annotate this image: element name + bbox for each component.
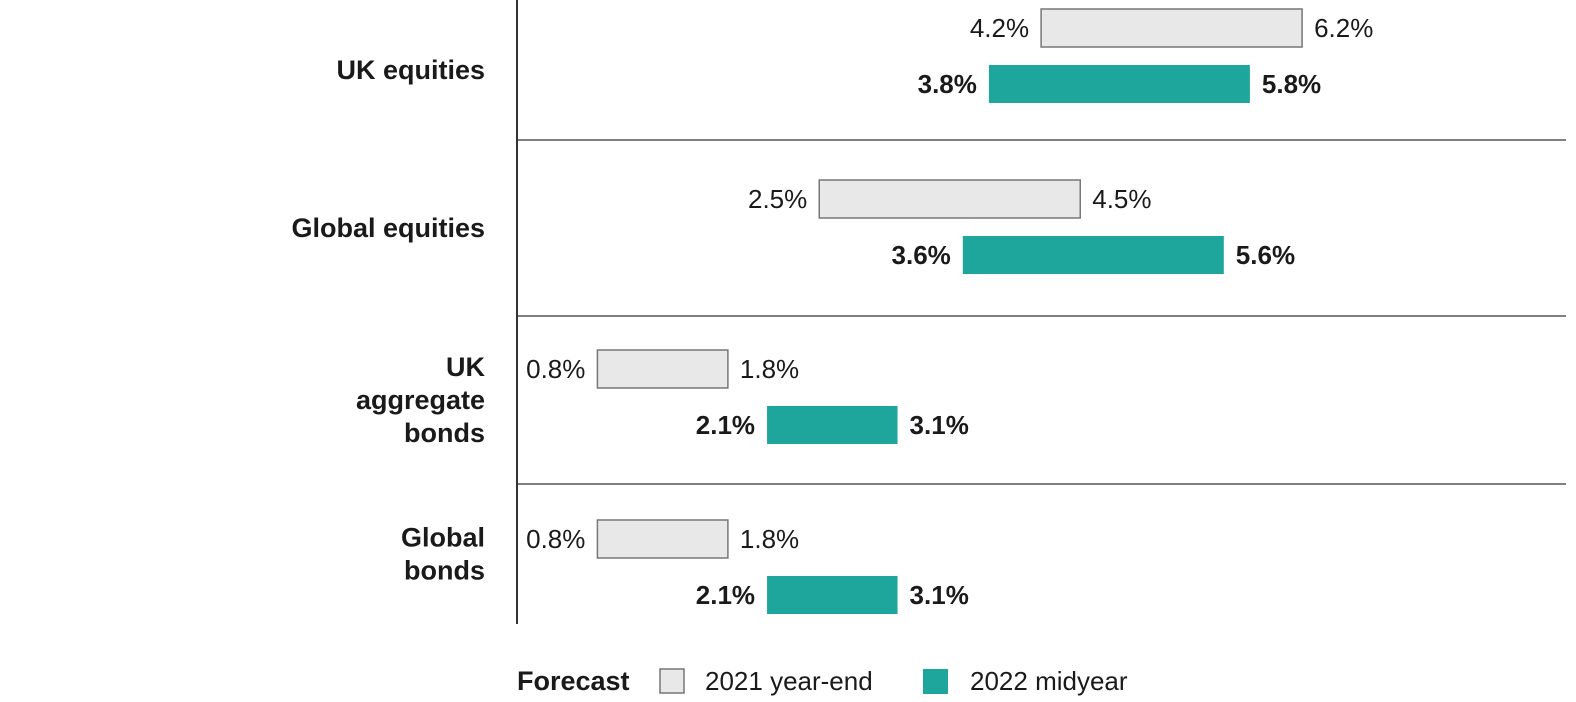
- bar-low-label: 2.1%: [696, 580, 755, 610]
- bar-low-label: 2.5%: [748, 184, 807, 214]
- legend-swatch-2022-midyear: [923, 669, 948, 694]
- bar-low-label: 3.6%: [892, 240, 951, 270]
- bar-2021-year-end: [596, 519, 729, 559]
- bar-low-label: 3.8%: [918, 69, 977, 99]
- bar-high-label: 6.2%: [1314, 13, 1373, 43]
- legend-title: Forecast: [517, 666, 630, 696]
- bar-low-label: 4.2%: [970, 13, 1029, 43]
- bar-high-label: 3.1%: [910, 410, 969, 440]
- bar-high-label: 1.8%: [740, 354, 799, 384]
- bar-high-label: 4.5%: [1092, 184, 1151, 214]
- bar-2021-year-end: [596, 349, 729, 389]
- bar-2021-year-end: [1040, 8, 1303, 48]
- bar-2021-year-end: [818, 179, 1081, 219]
- legend-label-2021-year-end: 2021 year-end: [705, 666, 873, 696]
- legend-swatch-2021-year-end: [659, 668, 685, 694]
- category-label: Global bonds: [401, 523, 485, 586]
- bar-high-label: 3.1%: [910, 580, 969, 610]
- bar-high-label: 1.8%: [740, 524, 799, 554]
- bar-high-label: 5.6%: [1236, 240, 1295, 270]
- bar-2022-midyear: [767, 406, 898, 444]
- bar-2022-midyear: [988, 65, 1250, 103]
- bar-low-label: 2.1%: [696, 410, 755, 440]
- legend-label-2022-midyear: 2022 midyear: [970, 666, 1128, 696]
- bar-2022-midyear: [767, 576, 898, 614]
- bar-low-label: 0.8%: [526, 524, 585, 554]
- bar-2022-midyear: [962, 236, 1224, 274]
- bar-low-label: 0.8%: [526, 354, 585, 384]
- category-label: UK equities: [336, 55, 485, 85]
- category-label: Global equities: [291, 213, 485, 243]
- bar-high-label: 5.8%: [1262, 69, 1321, 99]
- category-label: UK aggregate bonds: [356, 352, 486, 448]
